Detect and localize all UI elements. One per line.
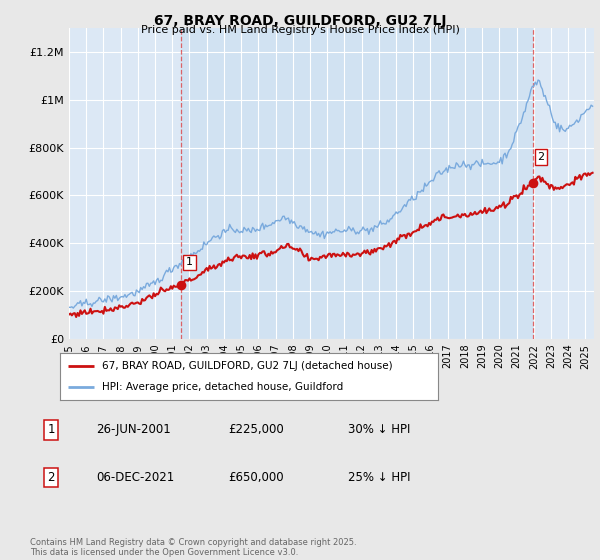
Text: 2: 2 xyxy=(538,152,545,162)
Text: 67, BRAY ROAD, GUILDFORD, GU2 7LJ (detached house): 67, BRAY ROAD, GUILDFORD, GU2 7LJ (detac… xyxy=(101,361,392,371)
Text: 25% ↓ HPI: 25% ↓ HPI xyxy=(348,471,410,484)
Bar xyxy=(181,28,533,339)
Text: HPI: Average price, detached house, Guildford: HPI: Average price, detached house, Guil… xyxy=(101,382,343,392)
Text: 2: 2 xyxy=(47,471,55,484)
Text: 30% ↓ HPI: 30% ↓ HPI xyxy=(348,423,410,436)
Text: 1: 1 xyxy=(47,423,55,436)
Text: 67, BRAY ROAD, GUILDFORD, GU2 7LJ: 67, BRAY ROAD, GUILDFORD, GU2 7LJ xyxy=(154,14,446,28)
Text: £650,000: £650,000 xyxy=(228,471,284,484)
Text: 26-JUN-2001: 26-JUN-2001 xyxy=(96,423,171,436)
Text: Contains HM Land Registry data © Crown copyright and database right 2025.
This d: Contains HM Land Registry data © Crown c… xyxy=(30,538,356,557)
Text: £225,000: £225,000 xyxy=(228,423,284,436)
Text: 06-DEC-2021: 06-DEC-2021 xyxy=(96,471,174,484)
Text: 1: 1 xyxy=(186,257,193,267)
Text: Price paid vs. HM Land Registry's House Price Index (HPI): Price paid vs. HM Land Registry's House … xyxy=(140,25,460,35)
